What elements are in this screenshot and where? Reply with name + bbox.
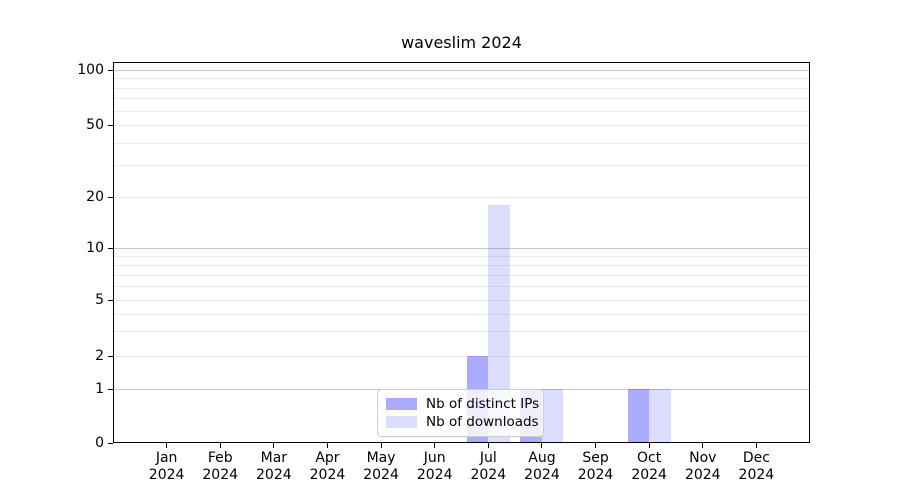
- x-tick-sep: [595, 443, 597, 448]
- x-tick-label-aug: Aug 2024: [524, 450, 560, 483]
- x-tick-label-apr: Apr 2024: [309, 450, 346, 483]
- x-tick-oct: [648, 443, 650, 448]
- x-tick-feb: [219, 443, 221, 448]
- y-tick-2: [108, 355, 113, 357]
- gridline-80: [114, 87, 809, 89]
- gridline-90: [114, 78, 809, 80]
- y-tick-label-5: 5: [95, 292, 104, 308]
- x-tick-label-jun: Jun 2024: [416, 450, 453, 483]
- y-tick-label-50: 50: [86, 117, 104, 133]
- gridline-60: [114, 110, 809, 112]
- gridline-3: [114, 331, 809, 333]
- x-tick-apr: [326, 443, 328, 448]
- x-tick-may: [380, 443, 382, 448]
- y-tick-50: [108, 124, 113, 126]
- x-tick-jun: [434, 443, 436, 448]
- gridline-40: [114, 142, 809, 144]
- x-tick-label-jan: Jan 2024: [148, 450, 185, 483]
- gridline-9: [114, 255, 809, 257]
- gridline-70: [114, 98, 809, 100]
- gridline-20: [114, 197, 809, 198]
- nb-of-downloads-bar-aug: [541, 389, 564, 443]
- gridline-7: [114, 274, 809, 276]
- x-tick-label-feb: Feb 2024: [202, 450, 239, 483]
- y-tick-label-1: 1: [95, 381, 104, 397]
- nb-of-downloads-bar-oct: [649, 389, 671, 443]
- y-tick-label-2: 2: [95, 348, 104, 364]
- y-tick-label-100: 100: [77, 62, 104, 78]
- legend: Nb of distinct IPs Nb of downloads: [377, 389, 544, 437]
- legend-swatch-distinct-ips: [386, 397, 417, 410]
- gridline-2: [114, 356, 809, 357]
- gridline-8: [114, 264, 809, 266]
- legend-item-distinct-ips: Nb of distinct IPs: [386, 396, 539, 412]
- x-tick-label-may: May 2024: [363, 450, 399, 483]
- nb-of-distinct-ips-bar-oct: [627, 389, 650, 443]
- chart-title: waveslim 2024: [401, 33, 522, 52]
- x-tick-jan: [166, 443, 168, 448]
- x-tick-label-jul: Jul 2024: [470, 450, 507, 483]
- y-tick-0: [108, 442, 113, 444]
- x-tick-nov: [702, 443, 704, 448]
- gridline-5: [114, 300, 809, 301]
- gridline-50: [114, 125, 809, 126]
- legend-swatch-downloads: [386, 416, 417, 429]
- plot-area: [113, 62, 810, 443]
- x-tick-label-nov: Nov 2024: [684, 450, 721, 483]
- x-tick-label-sep: Sep 2024: [577, 450, 614, 483]
- legend-label-downloads: Nb of downloads: [426, 414, 539, 431]
- gridline-6: [114, 286, 809, 288]
- plot-border: [113, 62, 810, 443]
- gridline-30: [114, 165, 809, 167]
- x-tick-label-dec: Dec 2024: [738, 450, 775, 483]
- y-tick-label-20: 20: [86, 189, 104, 205]
- y-tick-10: [108, 247, 113, 249]
- x-tick-label-oct: Oct 2024: [631, 450, 667, 483]
- x-tick-aug: [541, 443, 543, 448]
- y-tick-label-0: 0: [95, 435, 104, 451]
- legend-item-downloads: Nb of downloads: [386, 414, 539, 430]
- y-tick-5: [108, 299, 113, 301]
- y-tick-100: [108, 69, 113, 71]
- gridline-4: [114, 313, 809, 315]
- gridline-100: [114, 70, 809, 71]
- x-tick-dec: [755, 443, 757, 448]
- y-tick-20: [108, 196, 113, 198]
- gridline-10: [114, 248, 809, 249]
- x-tick-mar: [273, 443, 275, 448]
- x-tick-jul: [487, 443, 489, 448]
- nb-of-downloads-bar-jul: [488, 204, 510, 443]
- x-tick-label-mar: Mar 2024: [256, 450, 292, 483]
- y-tick-label-10: 10: [86, 240, 104, 256]
- y-tick-1: [108, 388, 113, 390]
- legend-label-distinct-ips: Nb of distinct IPs: [426, 395, 540, 412]
